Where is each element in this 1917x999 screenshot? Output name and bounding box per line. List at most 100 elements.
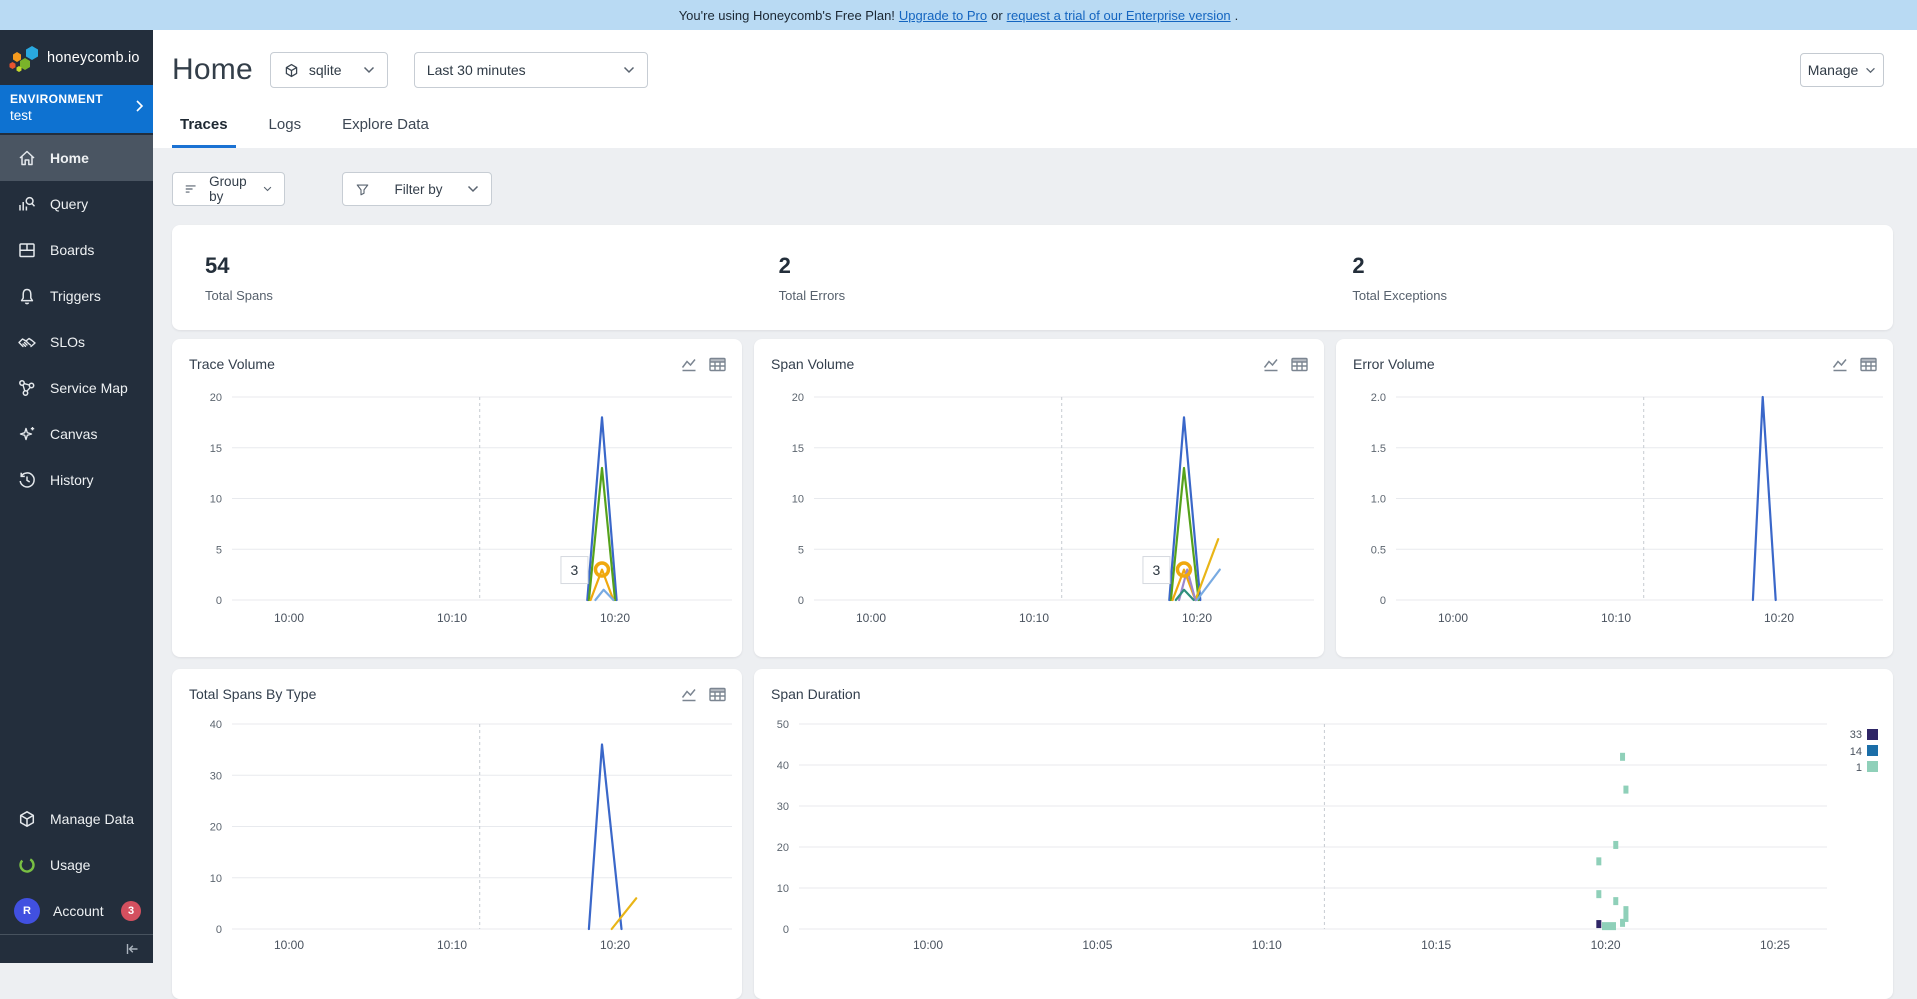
- summary-stats-card: 54 Total Spans 2 Total Errors 2 Total Ex…: [172, 225, 1893, 330]
- svg-text:10:10: 10:10: [1019, 611, 1049, 625]
- line-chart-view-icon[interactable]: [1263, 357, 1281, 372]
- svg-text:2.0: 2.0: [1371, 392, 1386, 404]
- table-view-icon[interactable]: [1860, 357, 1877, 372]
- dataset-dropdown[interactable]: sqlite: [270, 52, 388, 88]
- error-volume-card: Error Volume 00.51.01.52.010:0010:: [1336, 339, 1893, 657]
- svg-text:0: 0: [216, 924, 222, 936]
- manage-button[interactable]: Manage: [1800, 53, 1884, 87]
- sidebar-item-usage[interactable]: Usage: [0, 842, 153, 888]
- svg-text:3: 3: [1153, 562, 1161, 578]
- svg-text:30: 30: [777, 801, 789, 813]
- sidebar-item-manage-data[interactable]: Manage Data: [0, 796, 153, 842]
- sparkle-icon: [17, 424, 37, 444]
- table-view-icon[interactable]: [709, 687, 726, 702]
- chart-title: Span Volume: [771, 356, 854, 372]
- tab-explore-data[interactable]: Explore Data: [334, 116, 437, 148]
- svg-text:10:05: 10:05: [1082, 938, 1112, 952]
- sidebar-spacer: [0, 503, 153, 794]
- svg-text:10: 10: [210, 873, 222, 885]
- total-spans-by-type-card: Total Spans By Type 0 10 20 30 40 10:00: [172, 669, 742, 999]
- sidebar: honeycomb.io ENVIRONMENT test Home Query: [0, 30, 153, 963]
- upgrade-to-pro-link[interactable]: Upgrade to Pro: [899, 8, 987, 23]
- stat-total-spans: 54 Total Spans: [172, 253, 746, 303]
- sidebar-nav: Home Query Boards Triggers: [0, 135, 153, 503]
- dataset-value: sqlite: [309, 62, 342, 78]
- tab-logs[interactable]: Logs: [261, 116, 310, 148]
- error-volume-chart[interactable]: 00.51.01.52.010:0010:1010:20: [1336, 375, 1893, 657]
- svg-text:5: 5: [216, 544, 222, 556]
- svg-text:10:00: 10:00: [1438, 611, 1468, 625]
- span-duration-chart[interactable]: 0102030405010:0010:0510:1010:1510:2010:2…: [754, 705, 1893, 993]
- svg-text:20: 20: [777, 842, 789, 854]
- svg-text:10:00: 10:00: [913, 938, 943, 952]
- svg-text:0: 0: [216, 595, 222, 607]
- group-by-icon: [185, 182, 197, 196]
- svg-text:15: 15: [210, 443, 222, 455]
- line-chart-view-icon[interactable]: [681, 687, 699, 702]
- sidebar-item-triggers[interactable]: Triggers: [0, 273, 153, 319]
- line-chart-view-icon[interactable]: [1832, 357, 1850, 372]
- enterprise-trial-link[interactable]: request a trial of our Enterprise versio…: [1007, 8, 1231, 23]
- time-range-dropdown[interactable]: Last 30 minutes: [414, 52, 648, 88]
- trace-volume-chart[interactable]: 0510152010:0010:1010:203: [172, 375, 742, 657]
- svg-text:10:20: 10:20: [600, 938, 630, 952]
- sidebar-collapse-button[interactable]: [0, 934, 153, 963]
- notification-badge: 3: [121, 901, 141, 921]
- svg-text:10:00: 10:00: [274, 938, 304, 952]
- sidebar-item-account[interactable]: R Account 3: [0, 888, 153, 934]
- sidebar-item-service-map[interactable]: Service Map: [0, 365, 153, 411]
- svg-text:10: 10: [777, 883, 789, 895]
- page-header: Home sqlite Last 30 minutes Mana: [153, 30, 1917, 148]
- time-range-value: Last 30 minutes: [427, 62, 526, 78]
- filter-by-dropdown[interactable]: Filter by: [342, 172, 492, 206]
- honeycomb-logo[interactable]: honeycomb.io: [0, 30, 153, 85]
- sidebar-item-boards[interactable]: Boards: [0, 227, 153, 273]
- svg-text:40: 40: [210, 719, 222, 731]
- sidebar-item-history[interactable]: History: [0, 457, 153, 503]
- svg-text:1: 1: [1856, 762, 1862, 774]
- total-spans-by-type-chart[interactable]: 01020304010:0010:1010:20: [172, 705, 742, 993]
- table-view-icon[interactable]: [709, 357, 726, 372]
- cube-icon: [17, 809, 37, 829]
- line-chart-view-icon[interactable]: [681, 357, 699, 372]
- svg-text:20: 20: [210, 822, 222, 834]
- svg-text:10:20: 10:20: [600, 611, 630, 625]
- svg-text:30: 30: [210, 770, 222, 782]
- svg-text:0: 0: [798, 595, 804, 607]
- sidebar-item-slos[interactable]: SLOs: [0, 319, 153, 365]
- sidebar-item-query[interactable]: Query: [0, 181, 153, 227]
- stat-total-exceptions: 2 Total Exceptions: [1319, 253, 1893, 303]
- environment-selector[interactable]: ENVIRONMENT test: [0, 85, 153, 133]
- chart-title: Total Spans By Type: [189, 686, 316, 702]
- collapse-sidebar-icon: [123, 941, 141, 957]
- svg-text:15: 15: [792, 443, 804, 455]
- chart-title: Error Volume: [1353, 356, 1435, 372]
- span-volume-chart[interactable]: 0510152010:0010:1010:203: [754, 375, 1324, 657]
- stat-total-errors: 2 Total Errors: [746, 253, 1320, 303]
- tab-traces[interactable]: Traces: [172, 116, 236, 148]
- chevron-right-icon: [135, 99, 144, 113]
- svg-text:0: 0: [783, 924, 789, 936]
- svg-text:10:20: 10:20: [1591, 938, 1621, 952]
- span-duration-card: Span Duration 0102030405010:0010:0510:10…: [754, 669, 1893, 999]
- avatar: R: [14, 898, 40, 924]
- svg-text:5: 5: [798, 544, 804, 556]
- group-by-dropdown[interactable]: Group by: [172, 172, 285, 206]
- sidebar-item-canvas[interactable]: Canvas: [0, 411, 153, 457]
- svg-text:10:00: 10:00: [856, 611, 886, 625]
- chevron-down-icon: [363, 66, 375, 74]
- bell-icon: [17, 286, 37, 306]
- page-title: Home: [172, 53, 253, 87]
- svg-text:20: 20: [792, 392, 804, 404]
- trace-volume-card: Trace Volume 0510152010:0010:1010:: [172, 339, 742, 657]
- chevron-down-icon: [623, 66, 635, 74]
- svg-text:33: 33: [1850, 729, 1862, 741]
- svg-text:0: 0: [1380, 595, 1386, 607]
- svg-text:10:20: 10:20: [1764, 611, 1794, 625]
- query-icon: [17, 194, 37, 214]
- boards-icon: [17, 240, 37, 260]
- svg-text:20: 20: [210, 392, 222, 404]
- table-view-icon[interactable]: [1291, 357, 1308, 372]
- sidebar-item-home[interactable]: Home: [0, 135, 153, 181]
- chart-title: Trace Volume: [189, 356, 275, 372]
